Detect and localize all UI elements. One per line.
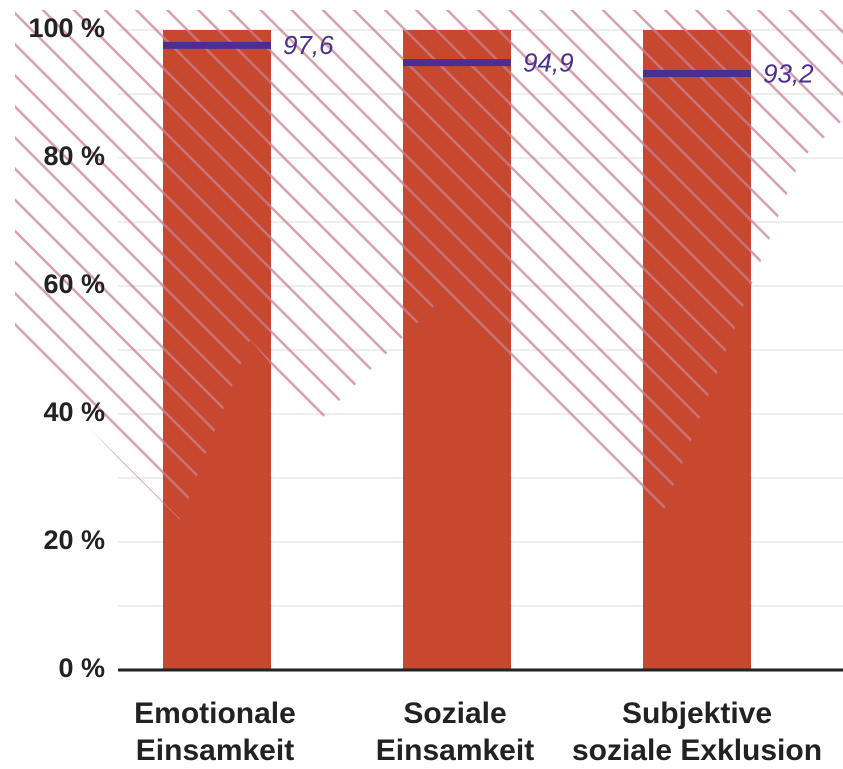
y-tick-label: 20 % <box>43 525 105 555</box>
y-tick-label: 60 % <box>43 269 105 299</box>
value-label: 97,6 <box>283 30 334 60</box>
y-tick-label: 80 % <box>43 141 105 171</box>
y-tick-label: 100 % <box>28 13 105 43</box>
x-tick-label: Subjektive <box>622 697 772 730</box>
value-label: 93,2 <box>763 58 814 88</box>
y-tick-label: 40 % <box>43 397 105 427</box>
x-tick-label: soziale Exklusion <box>572 734 822 767</box>
hatch-overlay <box>15 10 843 520</box>
x-tick-label: Emotionale <box>134 697 296 730</box>
x-tick-label: Einsamkeit <box>136 734 294 767</box>
y-tick-label: 0 % <box>58 653 105 683</box>
x-tick-label: Soziale <box>403 697 506 730</box>
value-label: 94,9 <box>523 48 574 78</box>
x-tick-label: Einsamkeit <box>376 734 534 767</box>
